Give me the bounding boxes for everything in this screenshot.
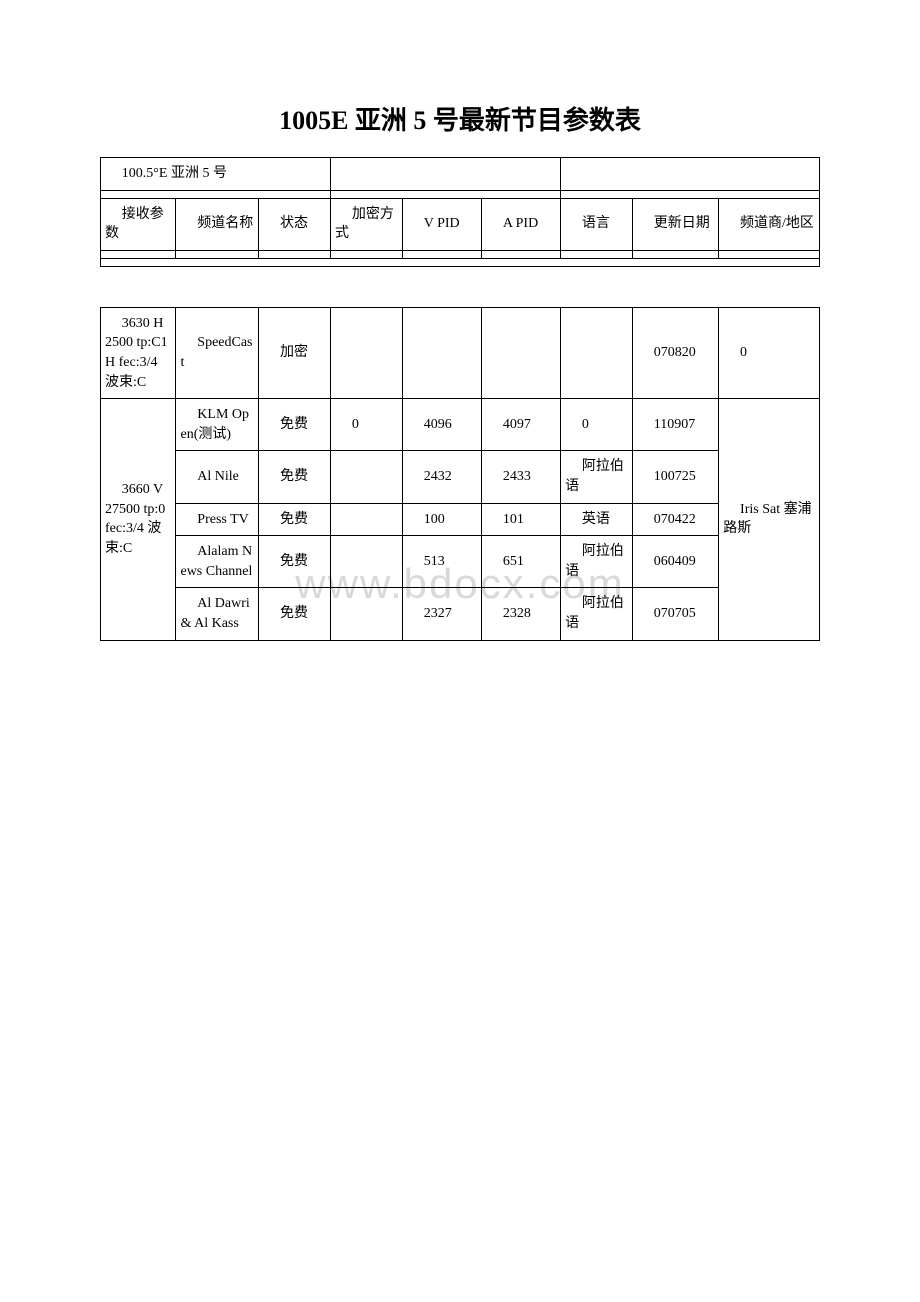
- table-row: Al Dawri & Al Kass 免费 2327 2328 阿拉伯语 070…: [101, 588, 820, 640]
- header-table: 100.5°E 亚洲 5 号 接收参数 频道名称 状态 加密方式 V PID A…: [100, 157, 820, 267]
- col-header: 加密方式: [331, 198, 403, 250]
- provider-cell: 0: [719, 307, 820, 398]
- date-cell: 100725: [632, 451, 718, 503]
- empty-cell: [101, 258, 820, 266]
- channel-name-cell: KLM Open(测试): [176, 399, 259, 451]
- date-cell: 070705: [632, 588, 718, 640]
- channel-name-cell: Press TV: [176, 503, 259, 536]
- apid-cell: 651: [482, 536, 561, 588]
- empty-cell: [259, 250, 331, 258]
- recv-param-cell: 3630 H 2500 tp:C1H fec:3/4 波束:C: [101, 307, 176, 398]
- lang-cell: 英语: [561, 503, 633, 536]
- status-cell: 免费: [259, 451, 331, 503]
- empty-cell: [101, 250, 176, 258]
- empty-cell: [101, 190, 331, 198]
- vpid-cell: 2432: [402, 451, 481, 503]
- data-table: 3630 H 2500 tp:C1H fec:3/4 波束:C SpeedCas…: [100, 307, 820, 641]
- document-page: 1005E 亚洲 5 号最新节目参数表 100.5°E 亚洲 5 号 接收参数 …: [0, 0, 920, 691]
- enc-cell: [331, 503, 403, 536]
- table-row: [101, 190, 820, 198]
- status-cell: 加密: [259, 307, 331, 398]
- page-title: 1005E 亚洲 5 号最新节目参数表: [100, 100, 820, 137]
- vpid-cell: 4096: [402, 399, 481, 451]
- lang-cell: 阿拉伯语: [561, 451, 633, 503]
- empty-cell: [331, 158, 561, 191]
- apid-cell: 2433: [482, 451, 561, 503]
- enc-cell: [331, 536, 403, 588]
- table-row: 3630 H 2500 tp:C1H fec:3/4 波束:C SpeedCas…: [101, 307, 820, 398]
- status-cell: 免费: [259, 503, 331, 536]
- channel-name-cell: Al Dawri & Al Kass: [176, 588, 259, 640]
- empty-cell: [402, 250, 481, 258]
- vpid-cell: 100: [402, 503, 481, 536]
- date-cell: 060409: [632, 536, 718, 588]
- col-header: 更新日期: [632, 198, 718, 250]
- col-header: 频道商/地区: [719, 198, 820, 250]
- apid-cell: 2328: [482, 588, 561, 640]
- col-header: 接收参数: [101, 198, 176, 250]
- col-header: 语言: [561, 198, 633, 250]
- vpid-cell: [402, 307, 481, 398]
- apid-cell: 101: [482, 503, 561, 536]
- enc-cell: [331, 588, 403, 640]
- empty-cell: [561, 250, 633, 258]
- enc-cell: [331, 307, 403, 398]
- empty-cell: [561, 158, 820, 191]
- status-cell: 免费: [259, 399, 331, 451]
- provider-cell: Iris Sat 塞浦路斯: [719, 399, 820, 640]
- channel-name-cell: Alalam News Channel: [176, 536, 259, 588]
- lang-cell: 阿拉伯语: [561, 588, 633, 640]
- col-header: V PID: [402, 198, 481, 250]
- empty-cell: [331, 250, 403, 258]
- enc-cell: 0: [331, 399, 403, 451]
- date-cell: 070820: [632, 307, 718, 398]
- table-row: Press TV 免费 100 101 英语 070422: [101, 503, 820, 536]
- empty-cell: [331, 190, 561, 198]
- table-row: [101, 250, 820, 258]
- empty-cell: [176, 250, 259, 258]
- empty-cell: [482, 250, 561, 258]
- status-cell: 免费: [259, 536, 331, 588]
- table-row: Alalam News Channel 免费 513 651 阿拉伯语 0604…: [101, 536, 820, 588]
- vpid-cell: 2327: [402, 588, 481, 640]
- recv-param-cell: 3660 V 27500 tp:0 fec:3/4 波束:C: [101, 399, 176, 640]
- date-cell: 110907: [632, 399, 718, 451]
- lang-cell: [561, 307, 633, 398]
- empty-cell: [561, 190, 820, 198]
- table-row: [101, 258, 820, 266]
- channel-name-cell: SpeedCast: [176, 307, 259, 398]
- status-cell: 免费: [259, 588, 331, 640]
- lang-cell: 0: [561, 399, 633, 451]
- empty-cell: [632, 250, 718, 258]
- apid-cell: [482, 307, 561, 398]
- col-header: A PID: [482, 198, 561, 250]
- col-header: 状态: [259, 198, 331, 250]
- apid-cell: 4097: [482, 399, 561, 451]
- table-row: 100.5°E 亚洲 5 号: [101, 158, 820, 191]
- vpid-cell: 513: [402, 536, 481, 588]
- empty-cell: [719, 250, 820, 258]
- channel-name-cell: Al Nile: [176, 451, 259, 503]
- satellite-name-cell: 100.5°E 亚洲 5 号: [101, 158, 331, 191]
- date-cell: 070422: [632, 503, 718, 536]
- lang-cell: 阿拉伯语: [561, 536, 633, 588]
- enc-cell: [331, 451, 403, 503]
- table-row: Al Nile 免费 2432 2433 阿拉伯语 100725: [101, 451, 820, 503]
- table-row: 3660 V 27500 tp:0 fec:3/4 波束:C KLM Open(…: [101, 399, 820, 451]
- table-header-row: 接收参数 频道名称 状态 加密方式 V PID A PID 语言 更新日期 频道…: [101, 198, 820, 250]
- col-header: 频道名称: [176, 198, 259, 250]
